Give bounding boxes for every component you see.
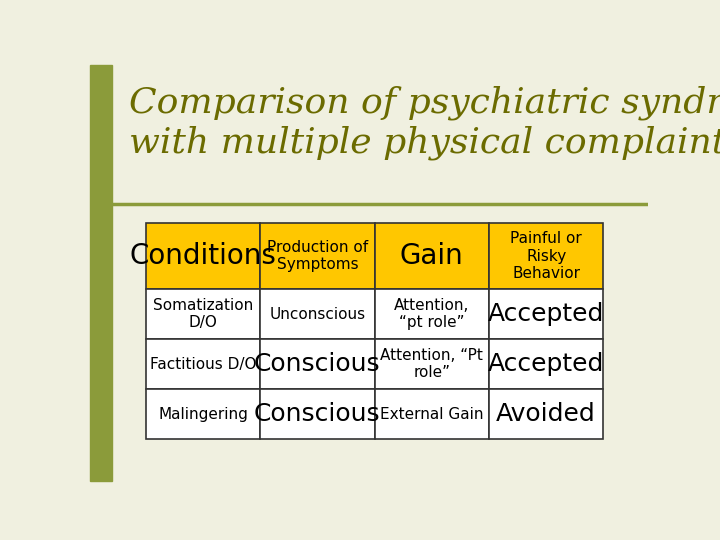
Bar	[145, 339, 260, 389]
Bar	[374, 389, 489, 439]
Bar	[260, 339, 374, 389]
Bar	[145, 289, 260, 339]
Text: External Gain: External Gain	[380, 407, 484, 422]
Bar	[489, 223, 603, 289]
Bar	[489, 339, 603, 389]
Bar	[145, 223, 260, 289]
Text: Somatization
D/O: Somatization D/O	[153, 298, 253, 330]
Bar	[145, 389, 260, 439]
Text: Painful or
Risky
Behavior: Painful or Risky Behavior	[510, 231, 582, 281]
Text: Accepted: Accepted	[488, 352, 604, 376]
Text: Attention, “Pt
role”: Attention, “Pt role”	[380, 348, 483, 380]
Text: Gain: Gain	[400, 242, 464, 270]
Bar	[260, 389, 374, 439]
Text: Comparison of psychiatric syndromes
with multiple physical complaints: Comparison of psychiatric syndromes with…	[129, 85, 720, 160]
Text: Avoided: Avoided	[496, 402, 596, 426]
Bar	[374, 223, 489, 289]
Bar	[260, 223, 374, 289]
Text: Unconscious: Unconscious	[269, 307, 366, 322]
Bar	[489, 289, 603, 339]
Text: Conscious: Conscious	[254, 402, 381, 426]
Bar	[90, 65, 112, 481]
Text: Accepted: Accepted	[488, 302, 604, 326]
Bar	[374, 339, 489, 389]
Text: Conscious: Conscious	[254, 352, 381, 376]
Text: Production of
Symptoms: Production of Symptoms	[267, 240, 368, 272]
Text: Conditions: Conditions	[130, 242, 276, 270]
Text: Factitious D/O: Factitious D/O	[150, 357, 256, 372]
Bar	[374, 289, 489, 339]
Text: Attention,
“pt role”: Attention, “pt role”	[394, 298, 469, 330]
Text: Malingering: Malingering	[158, 407, 248, 422]
Bar	[489, 389, 603, 439]
Bar	[260, 289, 374, 339]
